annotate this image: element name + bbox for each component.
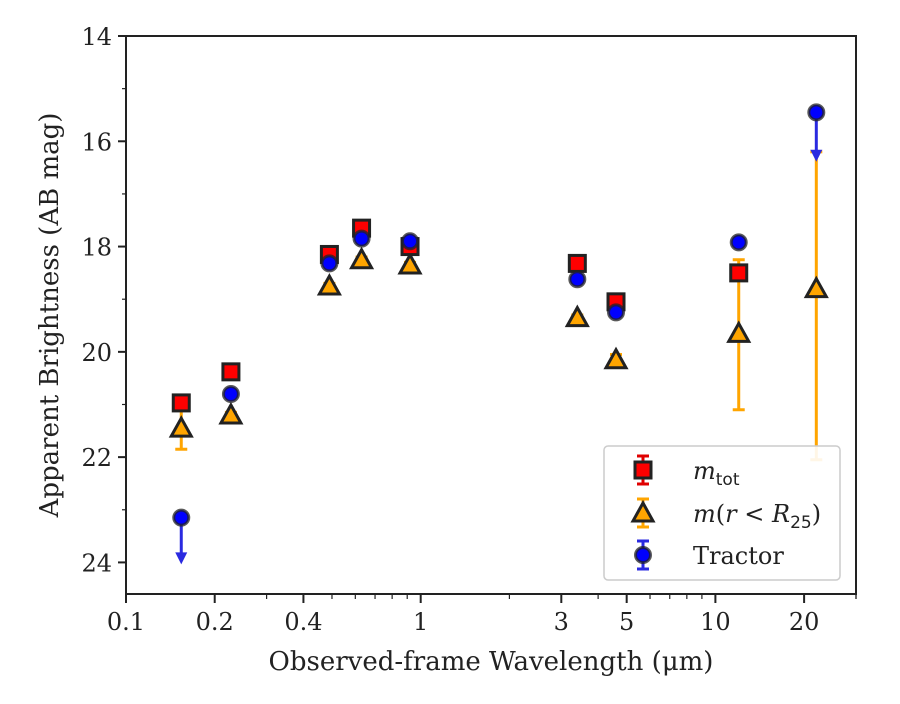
mr25-point bbox=[349, 246, 375, 270]
y-tick-label: 24 bbox=[81, 549, 112, 577]
plot-frame bbox=[125, 35, 857, 595]
y-tick-label: 18 bbox=[81, 234, 112, 262]
mr25-point bbox=[603, 346, 629, 370]
legend-entry: m(r < R25) bbox=[630, 497, 821, 533]
tractor-point bbox=[172, 508, 191, 527]
x-tick-label: 1 bbox=[413, 608, 428, 636]
x-tick-label: 0.2 bbox=[196, 608, 234, 636]
legend-label: m(r < R25) bbox=[693, 500, 821, 533]
tractor-point bbox=[807, 103, 826, 122]
legend: mtot m(r < R25) Tractor bbox=[603, 445, 841, 581]
y-tick-label: 16 bbox=[81, 128, 112, 156]
y-tick-label: 22 bbox=[81, 444, 112, 472]
legend-entry: Tractor bbox=[634, 539, 784, 571]
x-tick-label: 0.1 bbox=[107, 608, 145, 636]
mr25-point bbox=[397, 251, 423, 275]
mr25-point bbox=[218, 401, 244, 425]
legend-marker bbox=[634, 546, 652, 564]
y-tick-label: 20 bbox=[81, 339, 112, 367]
tractor-point bbox=[221, 384, 240, 403]
y-tick-label: 14 bbox=[81, 23, 112, 51]
axes-layer: 14 16 18 20 22 24 0.1 0.2 0.4 1 3 5 10 20 bbox=[81, 23, 857, 636]
tractor-point bbox=[729, 233, 748, 252]
tractor-point-limit-arrow-head bbox=[175, 552, 188, 565]
legend-label: Tractor bbox=[693, 542, 784, 570]
mr25-point bbox=[726, 320, 752, 343]
tractor-point bbox=[607, 303, 626, 322]
x-tick-label: 20 bbox=[789, 608, 820, 636]
tractor-point-limit-arrow-head bbox=[810, 149, 823, 162]
x-axis-label: Observed-frame Wavelength (μm) bbox=[269, 647, 714, 677]
mtot-point bbox=[221, 362, 241, 382]
y-axis-label: Apparent Brightness (AB mag) bbox=[35, 113, 65, 519]
legend-box bbox=[603, 445, 841, 581]
x-tick-label: 0.4 bbox=[284, 608, 322, 636]
x-tick-label: 3 bbox=[554, 608, 569, 636]
mtot-point bbox=[171, 393, 191, 413]
mtot-point bbox=[567, 253, 587, 273]
legend-marker bbox=[630, 499, 656, 523]
legend-marker bbox=[633, 460, 653, 480]
tractor-point bbox=[352, 229, 371, 248]
x-tick-label: 5 bbox=[619, 608, 634, 636]
mr25-point bbox=[168, 415, 194, 438]
mtot-point bbox=[729, 263, 749, 283]
tractor-point bbox=[320, 254, 339, 273]
legend-label: mtot bbox=[693, 457, 740, 490]
mr25-point-errorbar bbox=[810, 150, 823, 462]
mr25-point bbox=[316, 272, 342, 296]
tractor-point bbox=[568, 270, 587, 289]
series-layer bbox=[168, 103, 829, 565]
x-tick-label: 10 bbox=[700, 608, 731, 636]
mr25-point bbox=[803, 275, 829, 299]
legend-entry: mtot bbox=[633, 454, 740, 490]
tractor-point bbox=[401, 232, 420, 251]
mr25-point bbox=[564, 304, 590, 328]
